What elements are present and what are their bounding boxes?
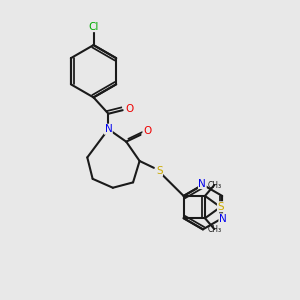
- Text: CH₃: CH₃: [207, 224, 221, 233]
- Text: Cl: Cl: [88, 22, 99, 32]
- Text: O: O: [125, 104, 133, 114]
- Text: CH₃: CH₃: [207, 181, 221, 190]
- Text: O: O: [143, 126, 151, 136]
- Text: N: N: [104, 124, 112, 134]
- Text: S: S: [156, 166, 163, 176]
- Text: S: S: [218, 202, 224, 212]
- Text: N: N: [198, 178, 206, 189]
- Text: N: N: [219, 214, 227, 224]
